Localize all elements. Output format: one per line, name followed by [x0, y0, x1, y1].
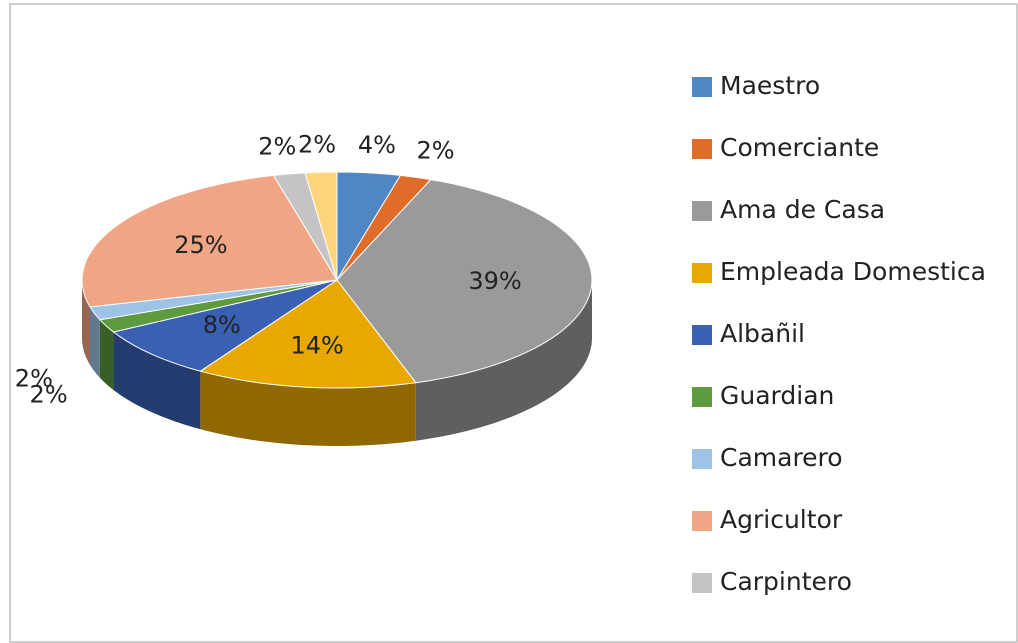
legend-label: Empleada Domestica	[720, 257, 986, 286]
pie-slice	[112, 279, 338, 372]
legend-label: Carpintero	[720, 567, 852, 596]
pie-slice-side	[415, 280, 592, 441]
legend-swatch	[692, 77, 712, 97]
pie-slice-side	[200, 371, 416, 446]
legend-swatch	[692, 387, 712, 407]
data-label: 14%	[291, 331, 344, 359]
pie-slice-side	[113, 332, 201, 430]
data-label: 2%	[30, 380, 68, 408]
data-labels: 4% 2%39%14%8%2%2%25%2% 2%	[15, 130, 522, 408]
legend-label: Maestro	[720, 71, 820, 100]
data-label: 2%	[416, 137, 454, 165]
legend-swatch	[692, 201, 712, 221]
pie-slice	[81, 174, 338, 308]
data-label: 8%	[203, 311, 241, 339]
pie-sides	[82, 280, 592, 446]
legend-swatch	[692, 139, 712, 159]
legend: Maestro Comerciante Ama de Casa Empleada Do…	[692, 71, 986, 596]
data-label: 25%	[174, 231, 227, 259]
pie-slice-side	[82, 280, 91, 365]
legend-swatch	[692, 573, 712, 593]
pie-slice-side	[99, 319, 114, 391]
legend-label: Guardian	[720, 381, 834, 410]
pie-tops	[81, 171, 593, 389]
pie-slice	[304, 171, 338, 281]
legend-swatch	[692, 511, 712, 531]
legend-label: Camarero	[720, 443, 843, 472]
data-label: 2%	[298, 130, 336, 158]
pie-slice	[199, 279, 417, 389]
pie-slice-side	[90, 306, 100, 378]
data-label: 2%	[15, 365, 53, 393]
data-label: 2%	[258, 132, 296, 160]
data-label: 39%	[468, 267, 521, 295]
data-label: 4%	[358, 131, 396, 159]
pie-slice	[336, 179, 593, 384]
legend-label: Ama de Casa	[720, 195, 885, 224]
legend-swatch	[692, 325, 712, 345]
legend-label: Comerciante	[720, 133, 879, 162]
legend-swatch	[692, 449, 712, 469]
legend-label: Albañil	[720, 319, 805, 348]
legend-swatch	[692, 263, 712, 283]
legend-label: Agricultor	[720, 505, 843, 534]
